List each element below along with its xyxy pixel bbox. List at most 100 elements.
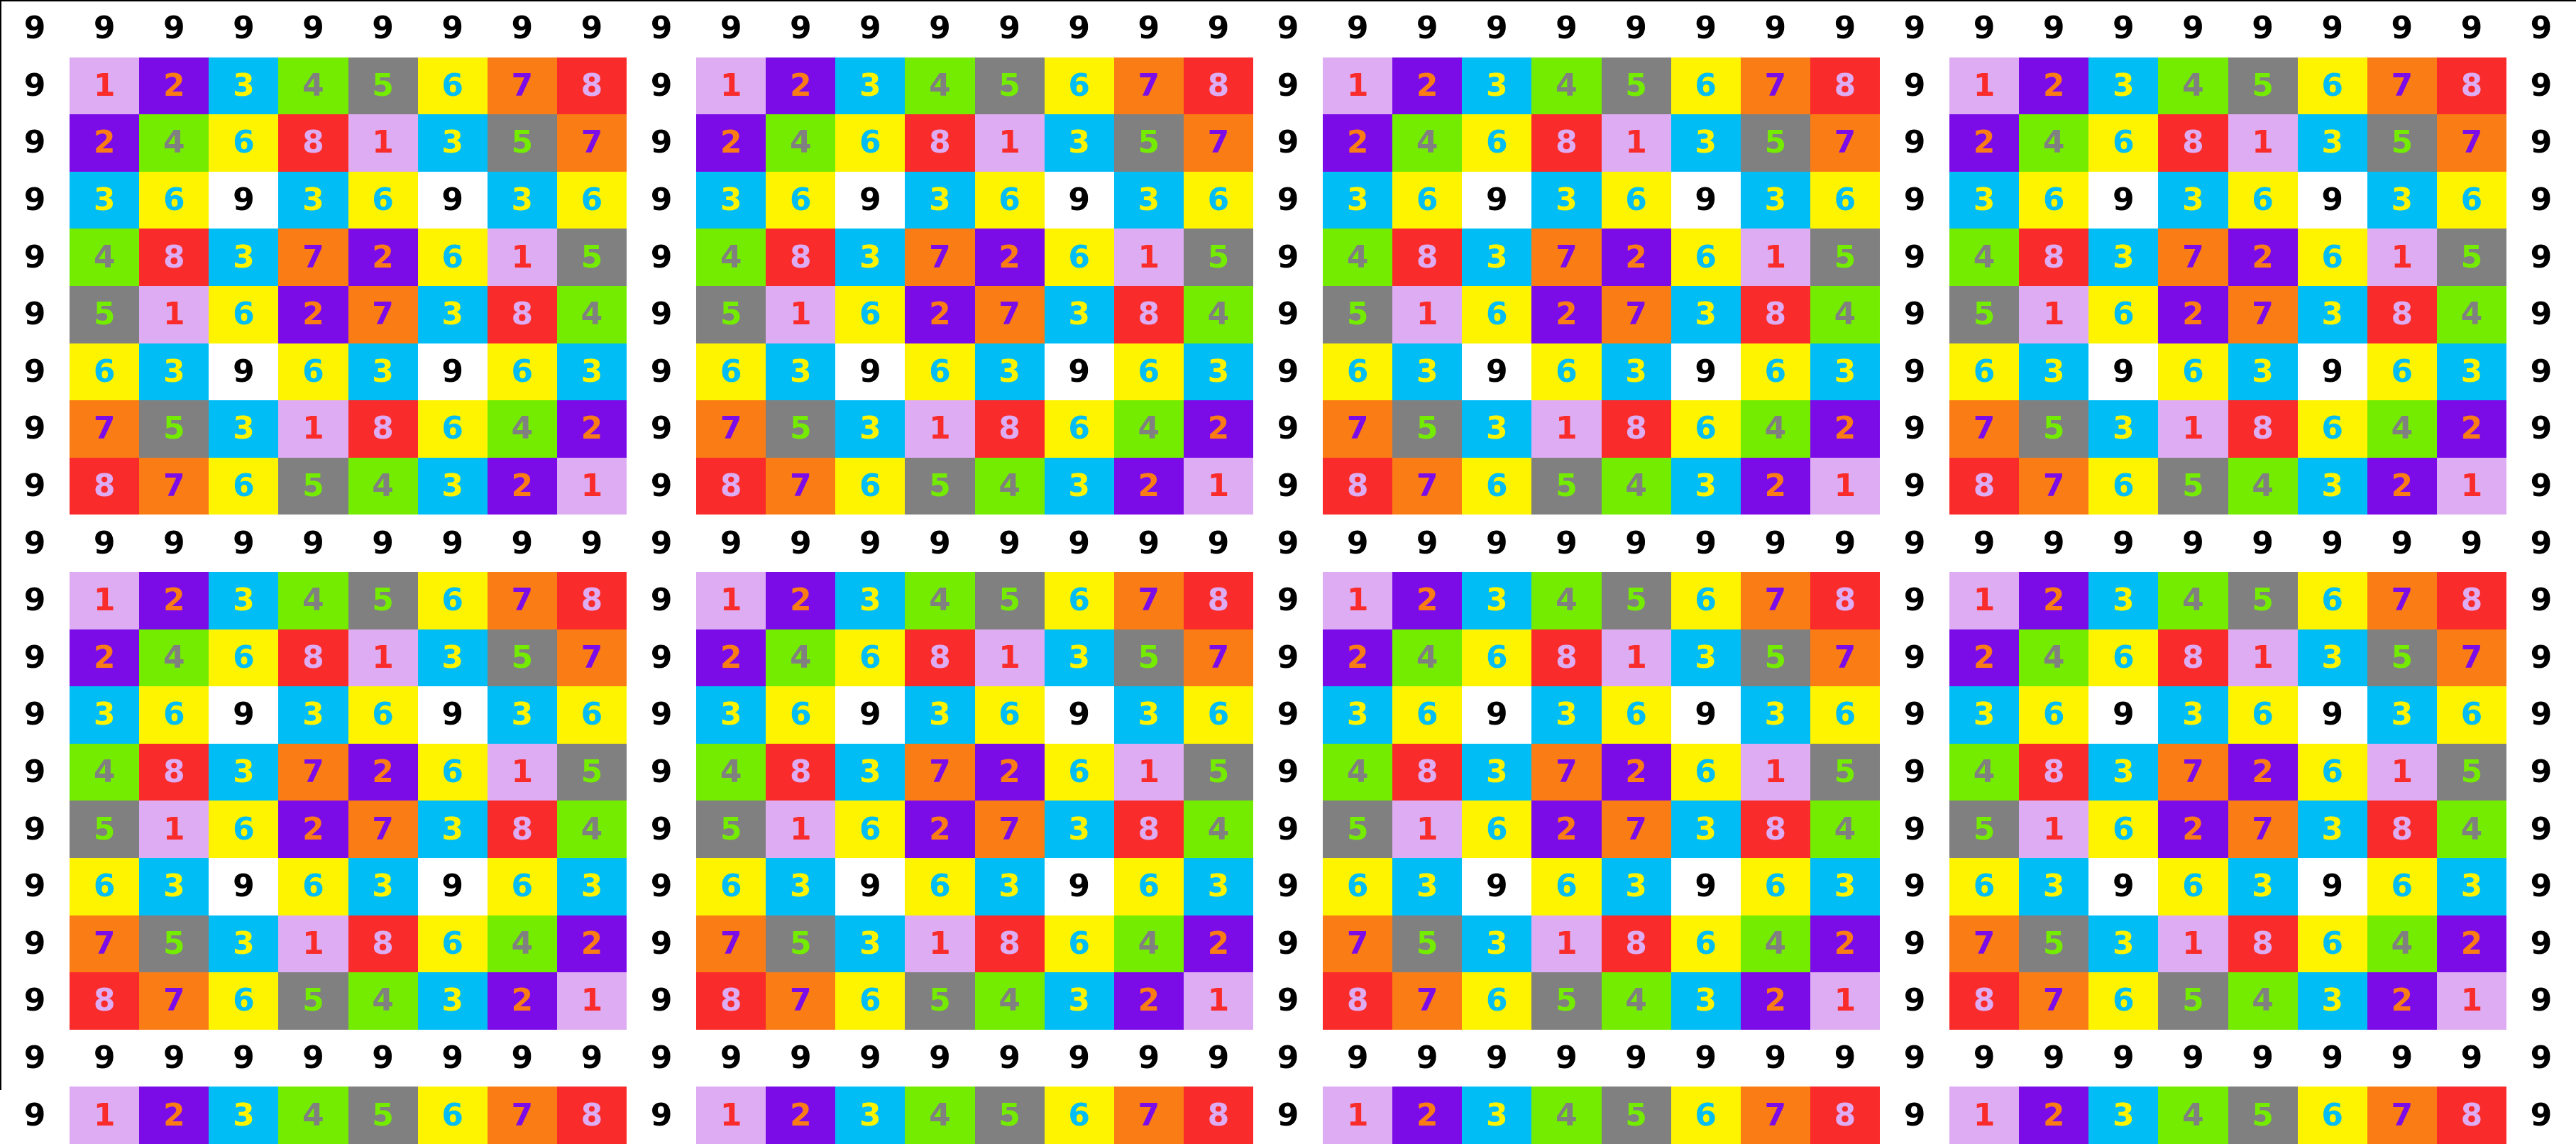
grid-cell-value-9: 9 bbox=[2088, 1029, 2159, 1087]
grid-cell-value-5: 5 bbox=[766, 400, 836, 458]
grid-cell-value-9: 9 bbox=[417, 515, 488, 572]
grid-cell-value-6: 6 bbox=[209, 972, 279, 1030]
grid-cell-value-8: 8 bbox=[556, 57, 627, 115]
grid-cell-value-9: 9 bbox=[2088, 515, 2159, 572]
grid-cell-value-9: 9 bbox=[1670, 857, 1741, 915]
grid-cell-value-9: 9 bbox=[209, 171, 279, 229]
grid-cell-value-3: 3 bbox=[209, 1087, 279, 1144]
grid-cell-value-4: 4 bbox=[2228, 972, 2298, 1030]
grid-cell-value-9: 9 bbox=[1810, 515, 1880, 572]
grid-cell-value-9: 9 bbox=[1183, 1029, 1253, 1087]
grid-cell-value-9: 9 bbox=[1462, 343, 1532, 401]
grid-cell-value-9: 9 bbox=[209, 343, 279, 401]
grid-cell-value-9: 9 bbox=[1670, 515, 1741, 572]
grid-cell-value-1: 1 bbox=[487, 743, 557, 801]
grid-cell-value-8: 8 bbox=[2228, 915, 2298, 973]
grid-cell-value-6: 6 bbox=[487, 343, 557, 401]
grid-cell-value-8: 8 bbox=[70, 457, 140, 515]
grid-cell-value-5: 5 bbox=[70, 801, 140, 858]
grid-cell-value-4: 4 bbox=[766, 114, 836, 172]
grid-cell-value-6: 6 bbox=[2158, 343, 2228, 401]
grid-cell-value-4: 4 bbox=[348, 457, 418, 515]
grid-cell-value-5: 5 bbox=[1740, 629, 1810, 687]
grid-cell-value-5: 5 bbox=[2436, 743, 2506, 801]
grid-cell-value-6: 6 bbox=[1462, 285, 1532, 343]
grid-cell-value-9: 9 bbox=[626, 743, 697, 801]
grid-cell-value-4: 4 bbox=[974, 972, 1045, 1030]
grid-cell-value-1: 1 bbox=[1323, 571, 1393, 629]
grid-cell-value-5: 5 bbox=[556, 229, 627, 286]
grid-cell-value-9: 9 bbox=[0, 571, 70, 629]
grid-cell-value-7: 7 bbox=[556, 629, 627, 687]
grid-cell-value-2: 2 bbox=[1183, 915, 1253, 973]
grid-cell-value-7: 7 bbox=[1113, 57, 1184, 115]
grid-cell-value-1: 1 bbox=[696, 571, 766, 629]
grid-cell-value-8: 8 bbox=[2019, 229, 2089, 286]
grid-cell-value-9: 9 bbox=[1462, 857, 1532, 915]
grid-cell-value-3: 3 bbox=[2088, 743, 2159, 801]
grid-cell-value-6: 6 bbox=[417, 57, 488, 115]
grid-cell-value-9: 9 bbox=[139, 0, 209, 57]
grid-cell-value-9: 9 bbox=[1740, 515, 1810, 572]
grid-cell-value-4: 4 bbox=[1392, 114, 1463, 172]
grid-cell-value-9: 9 bbox=[1462, 1029, 1532, 1087]
grid-cell-value-3: 3 bbox=[2436, 343, 2506, 401]
grid-cell-value-2: 2 bbox=[2436, 915, 2506, 973]
grid-cell-value-4: 4 bbox=[2436, 801, 2506, 858]
grid-cell-value-6: 6 bbox=[139, 171, 209, 229]
grid-cell-value-4: 4 bbox=[139, 629, 209, 687]
grid-cell-value-3: 3 bbox=[2297, 629, 2367, 687]
grid-cell-value-3: 3 bbox=[1670, 629, 1741, 687]
grid-cell-value-9: 9 bbox=[1879, 1029, 1950, 1087]
grid-cell-value-3: 3 bbox=[2019, 343, 2089, 401]
grid-cell-value-9: 9 bbox=[1531, 1029, 1602, 1087]
grid-cell-value-9: 9 bbox=[626, 515, 697, 572]
grid-cell-value-3: 3 bbox=[209, 743, 279, 801]
grid-cell-value-5: 5 bbox=[1949, 801, 2020, 858]
grid-cell-value-3: 3 bbox=[766, 343, 836, 401]
grid-cell-value-8: 8 bbox=[278, 114, 348, 172]
grid-cell-value-5: 5 bbox=[348, 1087, 418, 1144]
grid-cell-value-9: 9 bbox=[2506, 857, 2576, 915]
grid-cell-value-9: 9 bbox=[2506, 743, 2576, 801]
grid-cell-value-9: 9 bbox=[2158, 1029, 2228, 1087]
grid-cell-value-9: 9 bbox=[2088, 0, 2159, 57]
grid-cell-value-5: 5 bbox=[1810, 743, 1880, 801]
grid-cell-value-3: 3 bbox=[1670, 285, 1741, 343]
grid-cell-value-4: 4 bbox=[348, 972, 418, 1030]
grid-cell-value-9: 9 bbox=[2506, 229, 2576, 286]
grid-cell-value-9: 9 bbox=[1253, 686, 1323, 744]
grid-cell-value-9: 9 bbox=[1253, 857, 1323, 915]
grid-cell-value-6: 6 bbox=[1670, 57, 1741, 115]
grid-cell-value-9: 9 bbox=[1113, 1029, 1184, 1087]
grid-cell-value-9: 9 bbox=[626, 686, 697, 744]
grid-cell-value-2: 2 bbox=[2158, 801, 2228, 858]
grid-cell-value-9: 9 bbox=[1879, 229, 1950, 286]
grid-cell-value-9: 9 bbox=[626, 457, 697, 515]
grid-cell-value-9: 9 bbox=[1879, 857, 1950, 915]
grid-cell-value-3: 3 bbox=[1462, 1087, 1532, 1144]
grid-cell-value-2: 2 bbox=[139, 57, 209, 115]
grid-cell-value-9: 9 bbox=[2506, 400, 2576, 458]
grid-cell-value-6: 6 bbox=[2158, 857, 2228, 915]
grid-cell-value-6: 6 bbox=[2019, 171, 2089, 229]
grid-cell-value-9: 9 bbox=[2367, 515, 2437, 572]
grid-cell-value-3: 3 bbox=[1044, 801, 1114, 858]
grid-cell-value-2: 2 bbox=[278, 285, 348, 343]
grid-cell-value-4: 4 bbox=[2228, 457, 2298, 515]
grid-cell-value-3: 3 bbox=[1670, 801, 1741, 858]
grid-cell-value-7: 7 bbox=[487, 57, 557, 115]
grid-cell-value-9: 9 bbox=[974, 515, 1045, 572]
grid-cell-value-6: 6 bbox=[974, 171, 1045, 229]
grid-cell-value-9: 9 bbox=[417, 1029, 488, 1087]
grid-cell-value-9: 9 bbox=[556, 0, 627, 57]
grid-cell-value-3: 3 bbox=[1044, 972, 1114, 1030]
grid-cell-value-4: 4 bbox=[1323, 743, 1393, 801]
grid-cell-value-3: 3 bbox=[1531, 686, 1602, 744]
grid-cell-value-3: 3 bbox=[139, 343, 209, 401]
grid-cell-value-3: 3 bbox=[417, 629, 488, 687]
grid-cell-value-9: 9 bbox=[2297, 343, 2367, 401]
grid-cell-value-7: 7 bbox=[1113, 1087, 1184, 1144]
grid-cell-value-1: 1 bbox=[1392, 285, 1463, 343]
grid-cell-value-6: 6 bbox=[1392, 686, 1463, 744]
